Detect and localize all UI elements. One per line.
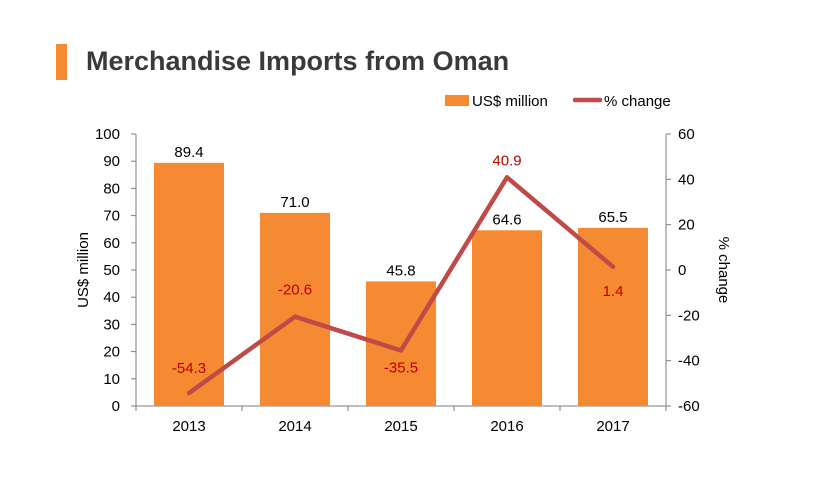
legend-bar-label: US$ million bbox=[472, 93, 548, 110]
axes: 0 10 20 30 40 50 60 70 80 90 100 -60 -40 -20 0 20 40 60 20… bbox=[75, 126, 732, 435]
bar bbox=[472, 230, 542, 406]
bar-value-label: 64.6 bbox=[492, 211, 521, 228]
y-left-tick-label: 90 bbox=[103, 153, 120, 170]
bar bbox=[260, 212, 330, 406]
bar-value-label: 71.0 bbox=[280, 194, 309, 211]
y-right-tick-label: 60 bbox=[678, 126, 695, 143]
legend-bar-swatch bbox=[445, 95, 469, 106]
legend-line-label: % change bbox=[604, 93, 671, 110]
x-tick-label: 2014 bbox=[278, 418, 311, 435]
bar-value-label: 89.4 bbox=[174, 144, 203, 161]
line-point bbox=[293, 314, 297, 319]
line-series bbox=[186, 175, 616, 396]
line-value-label: -35.5 bbox=[384, 359, 418, 376]
line-value-label: -54.3 bbox=[172, 360, 206, 377]
y-left-tick-label: 60 bbox=[103, 235, 120, 252]
chart-title: Merchandise Imports from Oman bbox=[86, 46, 510, 76]
bar bbox=[154, 162, 224, 406]
bar-value-label: 45.8 bbox=[386, 262, 415, 279]
line-point bbox=[505, 175, 509, 180]
y-right-tick-label: 20 bbox=[678, 217, 695, 234]
line-value-label: 40.9 bbox=[492, 152, 521, 169]
line-point bbox=[187, 391, 191, 396]
bar-value-label: 65.5 bbox=[598, 209, 627, 226]
y-left-tick-label: 20 bbox=[103, 344, 120, 361]
line-data-labels: -54.3 -20.6 -35.5 40.9 1.4 bbox=[172, 152, 624, 377]
y-left-tick-label: 0 bbox=[112, 398, 120, 415]
y-left-tick-label: 80 bbox=[103, 180, 120, 197]
line-value-label: -20.6 bbox=[278, 282, 312, 299]
y-right-axis-title: % change bbox=[715, 237, 732, 304]
bar-data-labels: 89.4 71.0 45.8 64.6 65.5 bbox=[174, 144, 627, 280]
title-accent-bar bbox=[56, 44, 67, 80]
x-tick-label: 2015 bbox=[384, 418, 417, 435]
y-right-tick-label: 0 bbox=[678, 262, 686, 279]
legend: US$ million % change bbox=[445, 93, 671, 110]
y-right-tick-label: -40 bbox=[678, 353, 700, 370]
x-tick-label: 2017 bbox=[596, 418, 629, 435]
y-left-tick-label: 10 bbox=[103, 371, 120, 388]
y-left-tick-label: 40 bbox=[103, 289, 120, 306]
y-right-tick-label: -20 bbox=[678, 307, 700, 324]
line-value-label: 1.4 bbox=[603, 283, 624, 300]
x-tick-label: 2016 bbox=[490, 418, 523, 435]
bar bbox=[578, 227, 648, 406]
y-left-tick-label: 70 bbox=[103, 208, 120, 225]
x-tick-label: 2013 bbox=[172, 418, 205, 435]
line-point bbox=[399, 348, 403, 353]
y-left-tick-label: 100 bbox=[95, 126, 120, 143]
y-left-axis-title: US$ million bbox=[75, 232, 92, 308]
y-left-tick-label: 30 bbox=[103, 316, 120, 333]
line-point bbox=[611, 264, 615, 269]
y-left-tick-label: 50 bbox=[103, 262, 120, 279]
y-right-tick-label: 40 bbox=[678, 171, 695, 188]
y-right-tick-label: -60 bbox=[678, 398, 700, 415]
